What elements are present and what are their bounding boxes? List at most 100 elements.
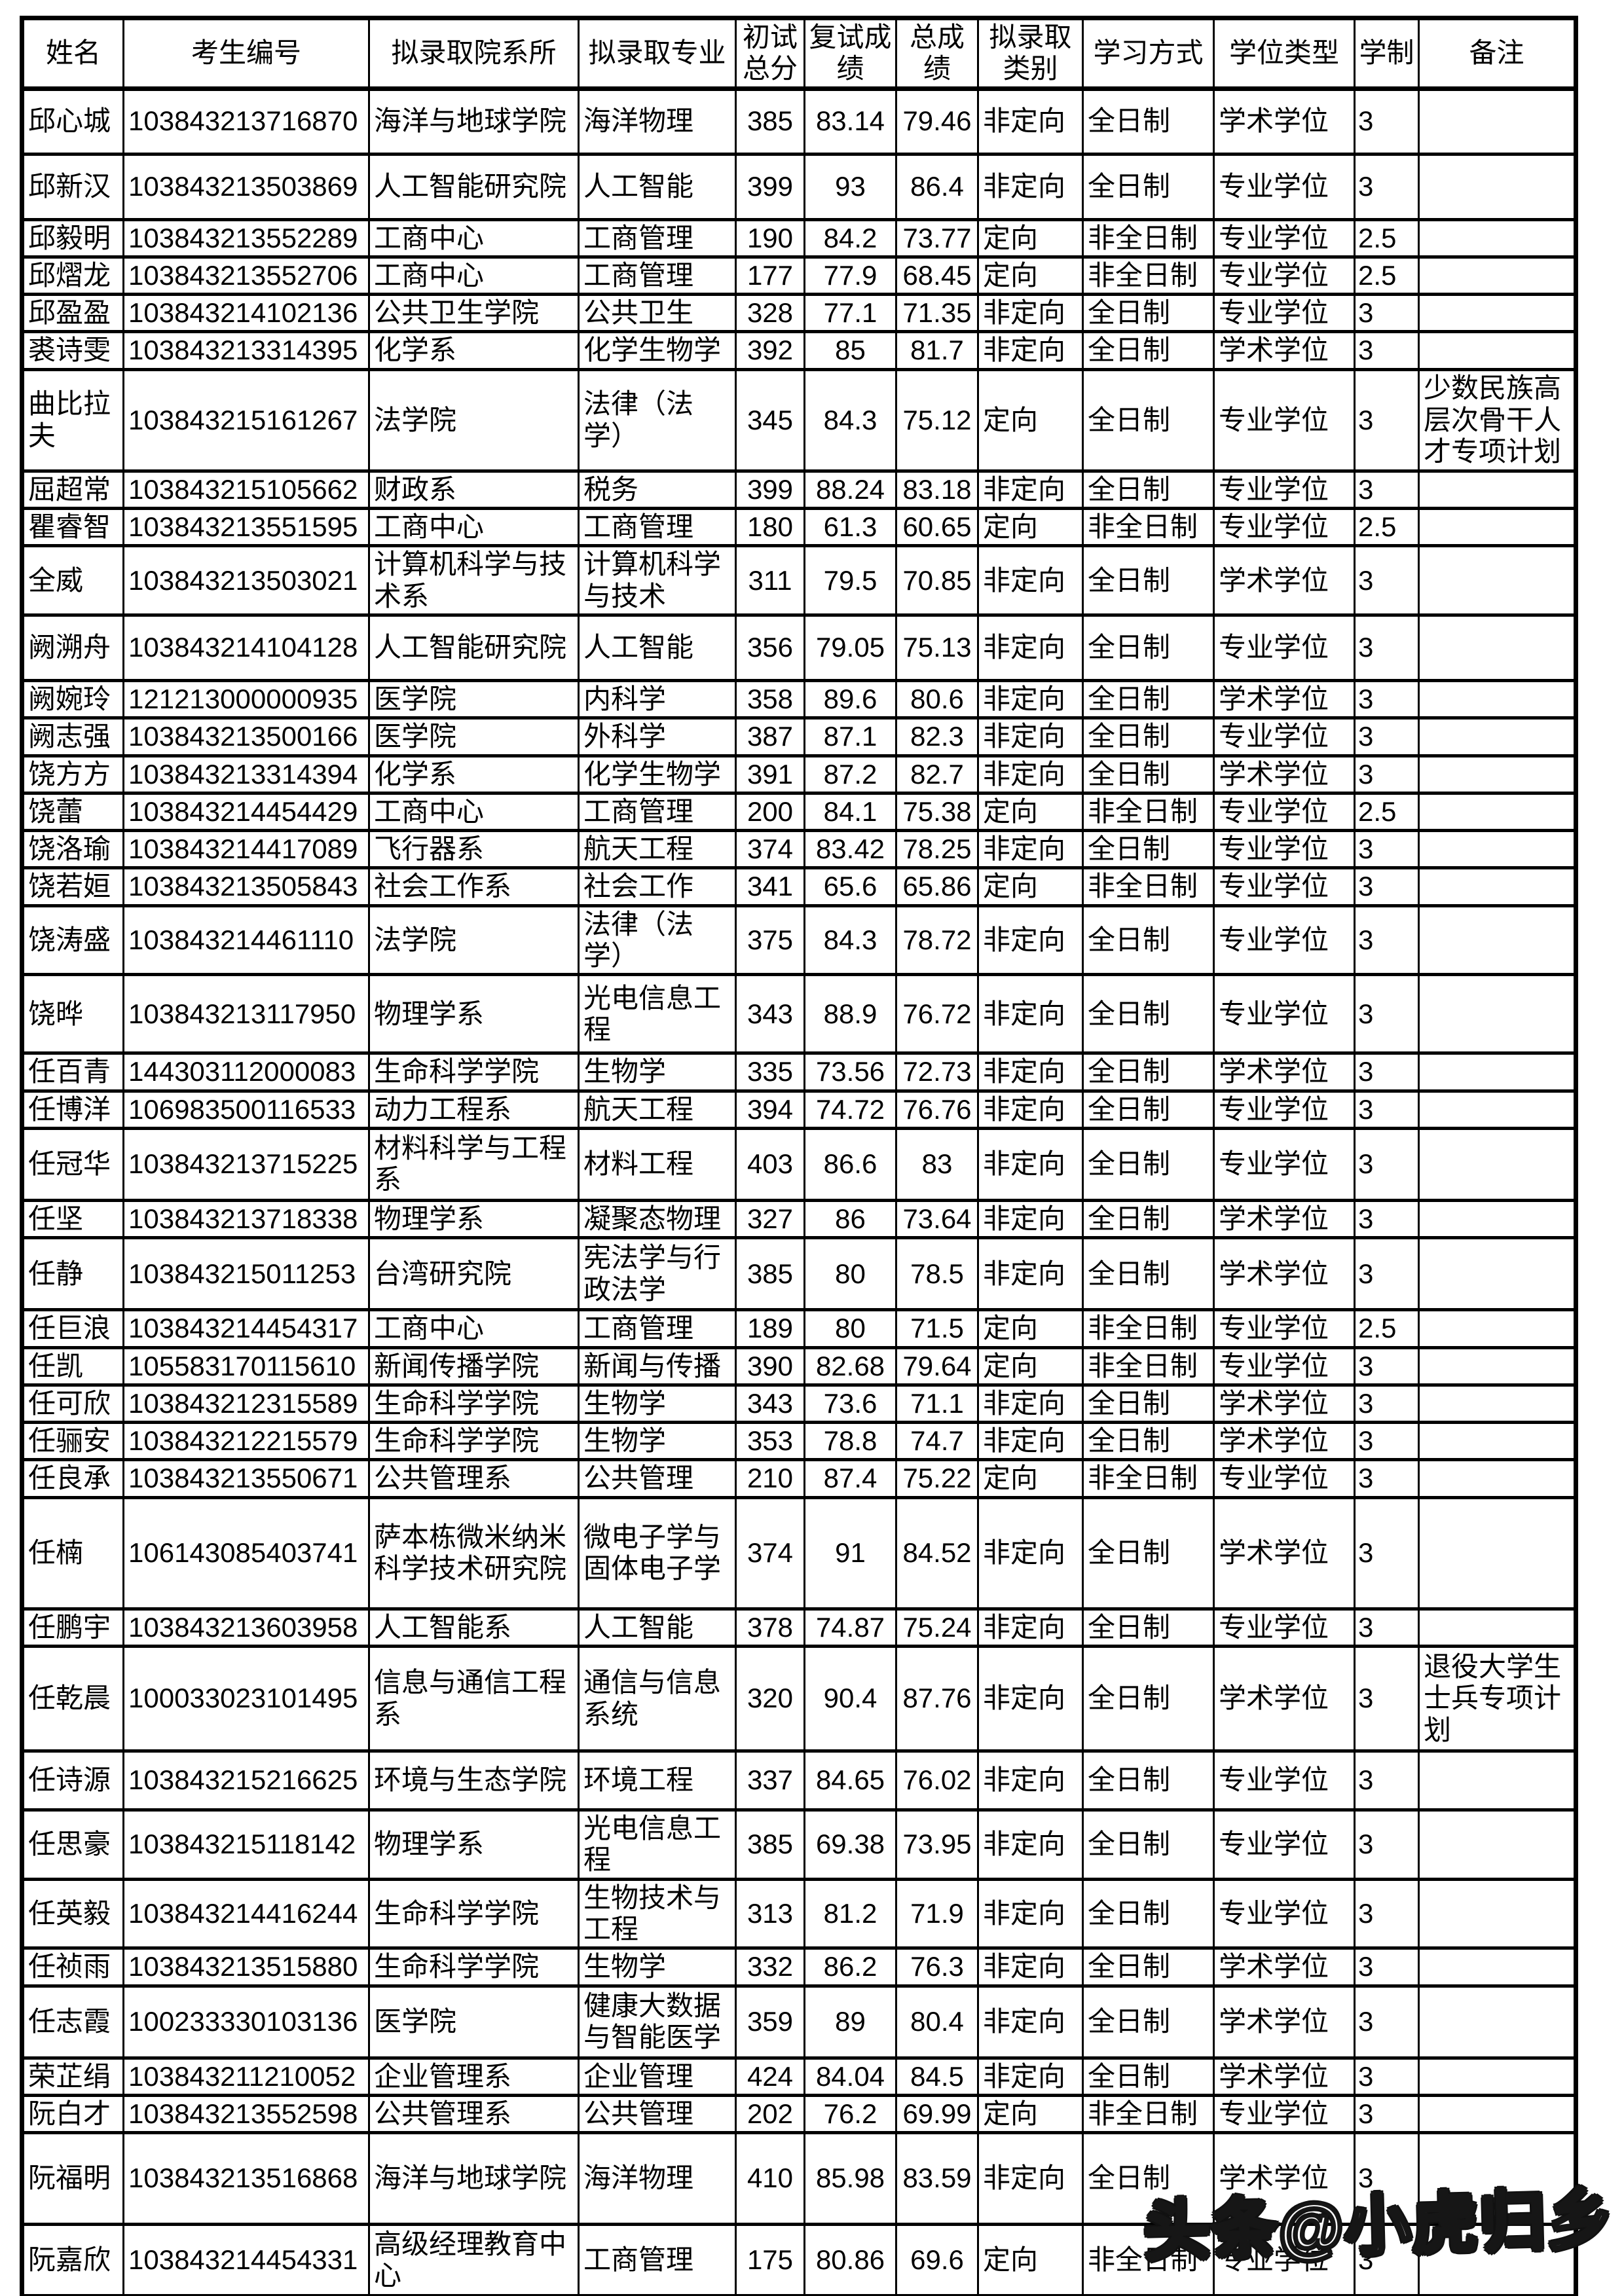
table-cell: 343 (735, 1383, 805, 1425)
table-cell: 全日制 (1082, 367, 1215, 473)
table-cell (1418, 255, 1577, 297)
table-cell: 人工智能 (578, 1607, 737, 1649)
table-cell (1418, 217, 1577, 259)
table-cell: 学术学位 (1213, 1236, 1356, 1312)
table-cell: 403 (735, 1126, 805, 1202)
table-cell: 2.5 (1354, 791, 1420, 833)
table-cell: 高级经理教育中心 (368, 2223, 580, 2296)
table-cell: 定向 (977, 1458, 1084, 1499)
table-cell: 103843214454317 (122, 1308, 370, 1349)
table-cell: 3 (1354, 1808, 1420, 1881)
table-cell: 83 (895, 1126, 979, 1202)
table-cell: 68.45 (895, 255, 979, 297)
table-cell: 72.73 (895, 1051, 979, 1093)
table-cell: 394 (735, 1089, 805, 1130)
table-cell: 103843213314394 (122, 754, 370, 795)
table-cell: 385 (735, 1236, 805, 1312)
table-cell: 全日制 (1082, 1607, 1215, 1649)
table-row: 饶方方 103843213314394 化学系 化学生物学 391 87.2 82.7 非定向… (21, 754, 1577, 795)
table-cell: 313 (735, 1877, 805, 1950)
table-cell: 生命科学学院 (368, 1421, 580, 1462)
table-cell: 裘诗雯 (21, 330, 124, 371)
table-cell: 144303112000083 (122, 1051, 370, 1093)
table-cell: 医学院 (368, 1984, 580, 2060)
table-cell: 非定向 (977, 829, 1084, 870)
table-cell: 69.38 (803, 1808, 897, 1881)
table-cell: 103843213516868 (122, 2131, 370, 2227)
table-cell: 非定向 (977, 2131, 1084, 2227)
table-cell: 103843213314395 (122, 330, 370, 371)
table-cell: 非定向 (977, 152, 1084, 221)
table-cell: 饶晔 (21, 973, 124, 1055)
table-cell: 全日制 (1082, 716, 1215, 757)
table-cell: 非全日制 (1082, 1345, 1215, 1387)
table-row: 饶蕾 103843214454429 工商中心 工商管理 200 84.1 75.38 定向非… (21, 791, 1577, 833)
table-cell (1418, 1051, 1577, 1093)
table-cell (1418, 754, 1577, 795)
table-cell: 106983500116533 (122, 1089, 370, 1130)
table-cell: 阙志强 (21, 716, 124, 757)
table-cell: 391 (735, 754, 805, 795)
table-cell: 计算机科学与技术 (578, 544, 737, 617)
table-cell: 84.65 (803, 1749, 897, 1812)
table-cell: 工商中心 (368, 791, 580, 833)
table-cell: 87.76 (895, 1645, 979, 1753)
table-cell (1418, 507, 1577, 548)
table-cell: 物理学系 (368, 1198, 580, 1240)
table-cell: 工商管理 (578, 2223, 737, 2296)
table-cell: 人工智能系 (368, 1607, 580, 1649)
table-cell: 全日制 (1082, 973, 1215, 1055)
table-cell: 75.38 (895, 791, 979, 833)
table-cell: 萨本栋微米纳米科学技术研究院 (368, 1495, 580, 1611)
table-cell: 86.6 (803, 1126, 897, 1202)
table-cell (1418, 1877, 1577, 1950)
table-cell: 89 (803, 1984, 897, 2060)
table-cell: 非定向 (977, 1946, 1084, 1988)
table-cell: 生物学 (578, 1051, 737, 1093)
table-cell (1418, 1308, 1577, 1349)
table-cell: 87.1 (803, 716, 897, 757)
table-cell: 环境与生态学院 (368, 1749, 580, 1812)
table-cell: 化学生物学 (578, 330, 737, 371)
table-cell: 专业学位 (1213, 507, 1356, 548)
table-cell: 103843213716870 (122, 86, 370, 156)
table-row: 邱心城 103843213716870 海洋与地球学院 海洋物理 385 83.14 79.… (21, 86, 1577, 156)
table-cell: 全日制 (1082, 469, 1215, 511)
table-cell: 定向 (977, 2223, 1084, 2296)
table-cell: 106143085403741 (122, 1495, 370, 1611)
table-cell: 74.87 (803, 1607, 897, 1649)
table-cell: 非定向 (977, 1198, 1084, 1240)
table-cell: 424 (735, 2056, 805, 2097)
table-cell: 378 (735, 1607, 805, 1649)
table-cell: 人工智能研究院 (368, 152, 580, 221)
table-cell: 77.9 (803, 255, 897, 297)
table-cell (1418, 2131, 1577, 2227)
table-cell: 103843214416244 (122, 1877, 370, 1950)
table-cell: 专业学位 (1213, 1877, 1356, 1950)
table-cell (1418, 152, 1577, 221)
table-cell: 3 (1354, 829, 1420, 870)
table-cell: 学术学位 (1213, 754, 1356, 795)
table-cell: 邱盈盈 (21, 293, 124, 334)
table-cell: 学术学位 (1213, 1051, 1356, 1093)
table-cell: 阮福明 (21, 2131, 124, 2227)
table-cell: 76.02 (895, 1749, 979, 1812)
table-cell: 78.25 (895, 829, 979, 870)
table-cell: 3 (1354, 2056, 1420, 2097)
table-cell: 任骊安 (21, 1421, 124, 1462)
table-cell: 210 (735, 1458, 805, 1499)
table-cell: 83.18 (895, 469, 979, 511)
table-cell: 89.6 (803, 678, 897, 720)
table-cell: 专业学位 (1213, 1345, 1356, 1387)
table-cell: 80.4 (895, 1984, 979, 2060)
table-cell: 全日制 (1082, 86, 1215, 156)
table-cell: 190 (735, 217, 805, 259)
table-cell: 全日制 (1082, 544, 1215, 617)
table-cell: 103843213515880 (122, 1946, 370, 1988)
table-cell: 全日制 (1082, 903, 1215, 977)
table-cell: 非定向 (977, 716, 1084, 757)
table-cell: 非定向 (977, 469, 1084, 511)
table-cell: 生物技术与工程 (578, 1877, 737, 1950)
table-cell: 3 (1354, 1984, 1420, 2060)
